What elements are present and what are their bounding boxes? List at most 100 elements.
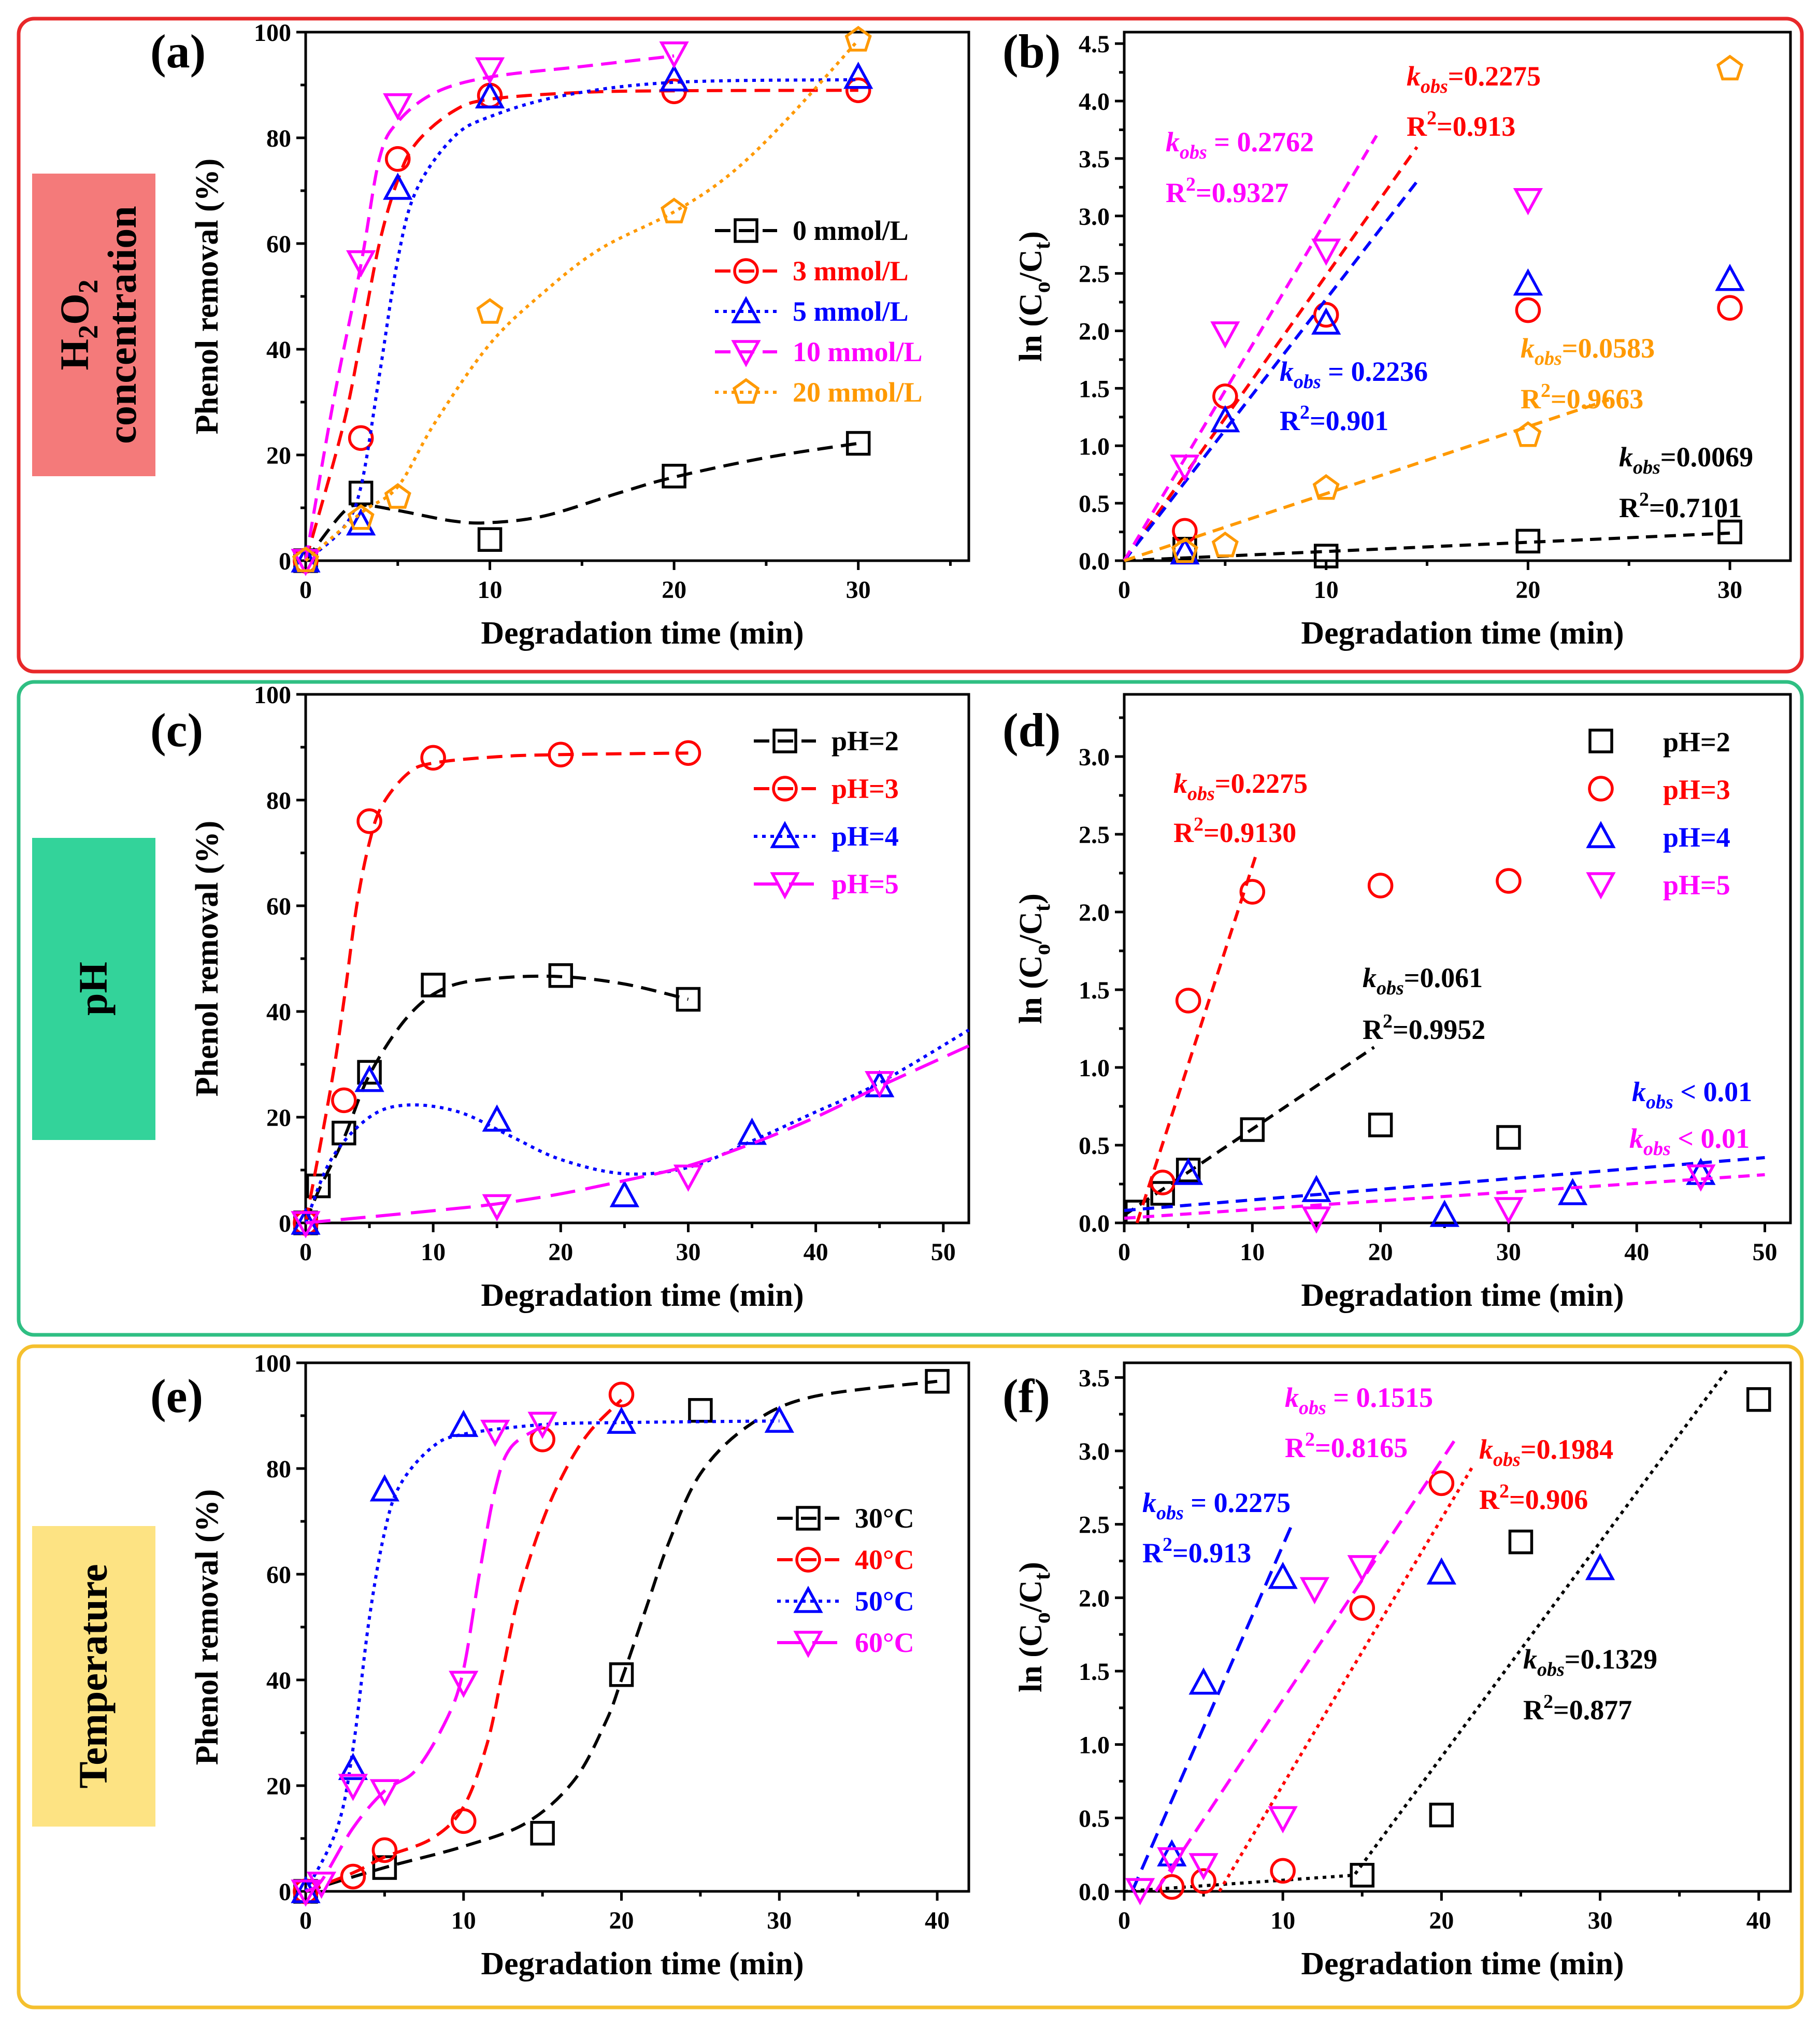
legend-marker bbox=[1588, 729, 1613, 753]
panel-label: (d) bbox=[1002, 704, 1061, 757]
k-value: =0.0583 bbox=[1562, 333, 1655, 364]
triangle-down-marker bbox=[1157, 1847, 1187, 1875]
legend-marker bbox=[770, 821, 800, 848]
square-marker bbox=[306, 1173, 331, 1199]
x-axis-label: Degradation time (min) bbox=[1301, 616, 1624, 651]
linear-fit-line bbox=[1124, 398, 1610, 562]
k-symbol: k bbox=[1363, 962, 1377, 993]
circle-marker bbox=[1239, 879, 1266, 905]
triangle-up-marker bbox=[764, 1405, 794, 1433]
circle-marker bbox=[1212, 383, 1238, 409]
triangle-down-marker bbox=[673, 1164, 704, 1192]
k-subscript: obs bbox=[1377, 977, 1404, 999]
r-symbol: R bbox=[1173, 817, 1194, 848]
square-marker bbox=[662, 464, 686, 489]
triangle-down-marker bbox=[1686, 1164, 1716, 1192]
r-superscript: 2 bbox=[1427, 107, 1437, 129]
y-tick-label: 0.5 bbox=[1079, 490, 1110, 518]
r-superscript: 2 bbox=[1499, 1480, 1509, 1502]
triangle-down-marker bbox=[291, 1879, 321, 1907]
k-symbol: k bbox=[1521, 333, 1535, 364]
k-symbol: k bbox=[1285, 1382, 1299, 1413]
y-tick-label: 2.0 bbox=[1079, 318, 1110, 346]
k-symbol: k bbox=[1523, 1644, 1537, 1675]
legend-marker bbox=[770, 872, 800, 900]
y-tick-label: 80 bbox=[266, 125, 291, 152]
k-subscript: obs bbox=[1493, 1449, 1521, 1471]
triangle-up-marker bbox=[606, 1406, 637, 1434]
legend-marker bbox=[793, 1631, 823, 1658]
square-marker bbox=[925, 1369, 950, 1394]
triangle-up-marker bbox=[475, 81, 505, 109]
triangle-down-marker bbox=[480, 1419, 510, 1447]
fit-curve bbox=[305, 1399, 623, 1893]
pentagon-marker bbox=[1211, 531, 1239, 558]
triangle-down-marker bbox=[346, 250, 376, 278]
legend-label: pH=2 bbox=[832, 725, 899, 757]
circle-marker bbox=[420, 745, 446, 771]
square-marker bbox=[1429, 1802, 1454, 1828]
triangle-down-marker bbox=[482, 1194, 512, 1222]
r2-value: =0.913 bbox=[1172, 1537, 1251, 1569]
x-tick-label: 10 bbox=[451, 1907, 476, 1934]
k-subscript: obs bbox=[1294, 371, 1321, 393]
circle-marker bbox=[371, 1837, 398, 1863]
x-tick-label: 20 bbox=[548, 1238, 573, 1266]
x-tick-label: 10 bbox=[1270, 1907, 1295, 1934]
x-tick-label: 10 bbox=[421, 1238, 446, 1266]
k-value: < 0.01 bbox=[1671, 1123, 1750, 1154]
plot-frame bbox=[1123, 693, 1792, 1224]
r2-label: R2=0.906 bbox=[1479, 1480, 1588, 1515]
circle-marker bbox=[331, 1087, 357, 1114]
k-value: =0.2275 bbox=[1448, 61, 1541, 92]
x-axis-label: Degradation time (min) bbox=[481, 1278, 804, 1313]
legend-marker bbox=[1588, 776, 1614, 802]
legend-label: pH=2 bbox=[1663, 726, 1730, 758]
legend-marker bbox=[793, 1586, 823, 1613]
r2-value: =0.913 bbox=[1437, 111, 1515, 142]
legend-label: pH=4 bbox=[832, 821, 899, 852]
y-axis-label-part: ) bbox=[1013, 893, 1049, 904]
circle-marker bbox=[1270, 1858, 1296, 1884]
k-value: = 0.2236 bbox=[1321, 356, 1428, 387]
r-symbol: R bbox=[1521, 383, 1541, 415]
y-tick-label: 1.5 bbox=[1079, 375, 1110, 403]
circle-marker bbox=[451, 1808, 477, 1834]
linear-fit-line bbox=[1124, 1173, 1765, 1220]
k-subscript: obs bbox=[1537, 1659, 1565, 1680]
y-axis-label-part: ln (C bbox=[1013, 955, 1049, 1024]
y-tick-label: 100 bbox=[254, 19, 291, 47]
fit-curve bbox=[304, 54, 675, 561]
k-value: = 0.2762 bbox=[1207, 126, 1314, 158]
pentagon-marker bbox=[844, 25, 872, 52]
x-axis-label: Degradation time (min) bbox=[481, 616, 804, 651]
triangle-up-marker bbox=[1173, 1158, 1203, 1185]
y-tick-label: 60 bbox=[266, 893, 291, 920]
triangle-down-marker bbox=[1301, 1206, 1331, 1234]
r2-label: R2=0.7101 bbox=[1619, 489, 1742, 523]
y-tick-label: 40 bbox=[266, 999, 291, 1026]
triangle-up-marker bbox=[346, 508, 376, 536]
kobs-label: kobs < 0.01 bbox=[1629, 1123, 1750, 1160]
x-tick-label: 0 bbox=[299, 576, 312, 604]
y-tick-label: 20 bbox=[266, 442, 291, 469]
triangle-up-marker bbox=[1268, 1561, 1298, 1589]
y-axis-label-part: t bbox=[1029, 241, 1055, 249]
square-marker bbox=[1717, 519, 1742, 545]
circle-marker bbox=[548, 742, 574, 768]
y-axis-label: Phenol removal (%) bbox=[190, 1489, 225, 1765]
linear-fit-line bbox=[1135, 854, 1258, 1223]
x-tick-label: 30 bbox=[1717, 576, 1742, 604]
triangle-up-marker bbox=[1311, 307, 1341, 335]
legend-label: 40°C bbox=[855, 1544, 914, 1575]
legend-label: 50°C bbox=[855, 1586, 914, 1617]
kobs-label: kobs=0.2275 bbox=[1173, 768, 1308, 805]
r-superscript: 2 bbox=[1639, 489, 1649, 510]
fit-curve bbox=[304, 974, 689, 1224]
y-tick-label: 0.5 bbox=[1079, 1805, 1110, 1832]
kobs-label: kobs = 0.2275 bbox=[1142, 1487, 1291, 1524]
y-axis-label: Phenol removal (%) bbox=[190, 159, 225, 435]
legend-label: 10 mmol/L bbox=[793, 336, 923, 367]
triangle-down-marker bbox=[449, 1671, 479, 1698]
